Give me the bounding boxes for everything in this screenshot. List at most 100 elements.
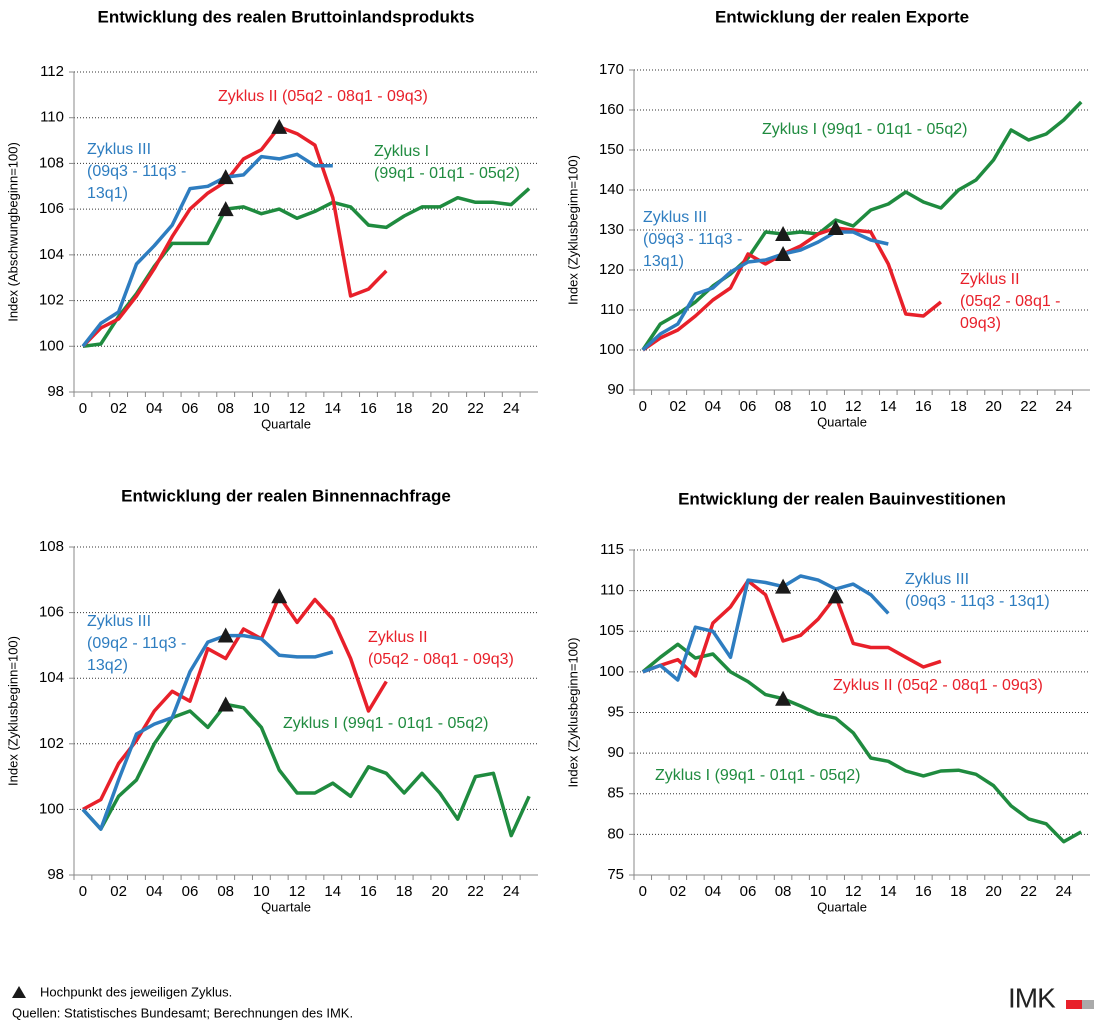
series-label: (05q2 - 08q1 - 09q3)	[368, 651, 514, 668]
y-tick-label: 80	[607, 825, 624, 842]
x-tick-label: 22	[467, 400, 484, 417]
y-axis-title: Index (Zyklusbeginn=100)	[5, 636, 20, 786]
peak-marker	[271, 118, 288, 134]
marker-note: Hochpunkt des jeweiligen Zyklus.	[40, 984, 232, 999]
series-line	[82, 187, 531, 349]
y-tick-label: 100	[39, 337, 64, 354]
series-label: (05q2 - 08q1 -	[960, 293, 1061, 310]
x-tick-label: 24	[503, 400, 520, 417]
series-label: Zyklus II	[960, 271, 1020, 288]
logo: IMK	[1008, 982, 1056, 1013]
y-tick-label: 110	[40, 109, 64, 126]
y-tick-label: 112	[40, 63, 64, 80]
x-tick-label: 06	[740, 883, 757, 900]
series-label: (09q2 - 11q3 -	[87, 635, 186, 652]
x-tick-label: 10	[810, 398, 827, 415]
peak-marker	[775, 690, 792, 706]
x-tick-label: 04	[146, 883, 163, 900]
peak-marker	[217, 201, 234, 217]
y-tick-label: 108	[39, 154, 64, 171]
x-tick-label: 0	[639, 398, 647, 415]
peak-marker	[827, 220, 844, 235]
y-tick-label: 102	[39, 735, 64, 752]
y-tick-label: 98	[47, 383, 64, 400]
series-label: 13q1)	[87, 185, 128, 202]
x-tick-label: 24	[503, 883, 520, 900]
y-tick-label: 110	[600, 301, 624, 318]
y-tick-label: 100	[599, 341, 624, 358]
y-tick-label: 90	[607, 381, 624, 398]
chart-title: Entwicklung der realen Exporte	[715, 7, 969, 26]
series-line	[642, 574, 890, 682]
y-tick-label: 120	[599, 261, 624, 278]
x-tick-label: 06	[182, 883, 199, 900]
series-line	[81, 633, 334, 831]
chart-title: Entwicklung des realen Bruttoinlandsprod…	[98, 7, 475, 26]
x-tick-label: 20	[985, 883, 1002, 900]
x-tick-label: 04	[705, 883, 722, 900]
y-tick-label: 104	[39, 669, 64, 686]
y-tick-label: 106	[39, 604, 64, 621]
x-tick-label: 02	[670, 398, 687, 415]
y-tick-label: 170	[599, 61, 624, 78]
series-label: (09q3 - 11q3 -	[643, 231, 742, 248]
y-axis-title: Index (Zyklusbeginn=100)	[565, 638, 580, 788]
x-tick-label: 18	[396, 400, 413, 417]
x-tick-label: 10	[253, 883, 270, 900]
series-label: (09q3 - 11q3 - 13q1)	[905, 593, 1050, 610]
x-tick-label: 14	[324, 883, 341, 900]
x-tick-label: 0	[639, 883, 647, 900]
series-line	[81, 702, 531, 838]
x-tick-label: 12	[845, 883, 862, 900]
x-tick-label: 14	[880, 398, 897, 415]
series-label: Zyklus I (99q1 - 01q1 - 05q2)	[655, 767, 860, 784]
x-tick-label: 18	[396, 883, 413, 900]
x-axis-title: Quartale	[261, 416, 311, 431]
x-tick-label: 08	[775, 398, 792, 415]
x-tick-label: 16	[360, 400, 377, 417]
x-tick-label: 06	[740, 398, 757, 415]
x-axis-title: Quartale	[261, 899, 311, 914]
y-tick-label: 105	[599, 622, 624, 639]
y-tick-label: 100	[39, 800, 64, 817]
x-tick-label: 22	[467, 883, 484, 900]
x-tick-label: 18	[950, 883, 967, 900]
x-tick-label: 14	[880, 883, 897, 900]
peak-marker	[775, 578, 792, 594]
x-tick-label: 12	[845, 398, 862, 415]
x-tick-label: 0	[79, 883, 87, 900]
peak-marker	[271, 588, 288, 604]
y-tick-label: 110	[600, 582, 624, 599]
y-tick-label: 104	[39, 246, 64, 263]
logo-bar	[1082, 1000, 1094, 1009]
x-tick-label: 20	[432, 400, 449, 417]
y-tick-label: 115	[600, 541, 624, 558]
x-tick-label: 18	[950, 398, 967, 415]
series-label: (09q3 - 11q3 -	[87, 163, 186, 180]
series-label: Zyklus I (99q1 - 01q1 - 05q2)	[762, 121, 967, 138]
source-note: Quellen: Statistisches Bundesamt; Berech…	[12, 1005, 353, 1020]
y-axis-title: Index (Abschwungbeginn=100)	[5, 142, 20, 322]
x-tick-label: 16	[915, 883, 932, 900]
series-label: Zyklus II	[368, 629, 428, 646]
x-axis-title: Quartale	[817, 899, 867, 914]
peak-marker	[775, 246, 792, 261]
y-tick-label: 130	[599, 221, 624, 238]
x-tick-label: 20	[432, 883, 449, 900]
chart-title: Entwicklung der realen Bauinvestitionen	[678, 489, 1006, 508]
series-line	[641, 642, 1083, 844]
series-label: Zyklus III	[87, 613, 151, 630]
y-tick-label: 85	[607, 785, 624, 802]
series-label: Zyklus III	[87, 141, 151, 158]
series-line	[642, 579, 942, 678]
series-label: Zyklus I (99q1 - 01q1 - 05q2)	[283, 715, 488, 732]
y-tick-label: 100	[599, 663, 624, 680]
chart-title: Entwicklung der realen Binnennachfrage	[121, 486, 451, 505]
series-label: 13q1)	[643, 253, 684, 270]
series-label: 09q3)	[960, 315, 1001, 332]
x-tick-label: 20	[985, 398, 1002, 415]
y-tick-label: 160	[599, 101, 624, 118]
y-tick-label: 140	[599, 181, 624, 198]
